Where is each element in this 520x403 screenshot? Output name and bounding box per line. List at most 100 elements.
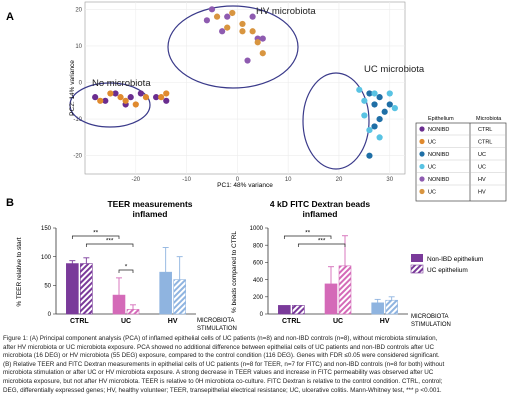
pca-point: [117, 94, 124, 101]
data-bar: [324, 283, 338, 315]
y-tick-label: 800: [253, 243, 264, 249]
teer-axes: 0 50 100 150 CTRL UC HV: [41, 226, 196, 325]
data-bar: [338, 265, 352, 315]
pca-point: [366, 126, 373, 134]
teer-significance: ******: [71, 230, 134, 273]
pca-point: [249, 28, 256, 35]
pca-point: [366, 90, 373, 97]
teer-bars: [66, 247, 186, 315]
legend-microbiota-text: HV: [478, 177, 486, 183]
caption-line: after HV microbiota or UC microbiota exp…: [3, 343, 435, 351]
pca-plot: -20 -10 0 10 20 30 -20 -10 0 10 20 No microbiota H…: [69, 1, 425, 189]
pca-point: [219, 28, 226, 35]
caption-line: DEG, differentially expressed genes; HV,…: [3, 386, 442, 394]
pca-point: [122, 97, 129, 104]
legend-label-uc: UC epithelium: [427, 267, 468, 274]
pca-point: [391, 105, 398, 112]
pca-point: [137, 90, 144, 97]
y-tick-label: 50: [44, 284, 51, 290]
data-bar: [173, 279, 186, 315]
data-bar: [292, 305, 305, 315]
pca-point: [163, 97, 170, 104]
pca-point: [213, 13, 221, 20]
legend-header-epithelium: Epithelium: [428, 116, 454, 122]
teer-title-line2: inflamed: [133, 209, 168, 219]
panel-a-letter: A: [6, 11, 14, 23]
teer-footer-stimulation: STIMULATION: [197, 326, 237, 332]
pca-y-tick-label: 20: [75, 7, 82, 13]
legend-epithelium-text: UC: [428, 165, 436, 171]
caption-line: (B) Relative TEER and FITC Dextran measu…: [3, 360, 445, 368]
data-bar: [385, 299, 398, 315]
legend-swatch-uc: [410, 264, 424, 274]
x-category-label: HV: [380, 318, 390, 325]
caption-line: microbiota (16 DEG) or HV microbiota (55…: [3, 352, 440, 360]
fitc-y-axis-label: % beads compared to CTRL: [231, 231, 238, 313]
significance-bracket: [283, 235, 332, 239]
pca-point: [371, 90, 378, 97]
cluster-label-uc-microbiota: UC microbiota: [364, 64, 425, 75]
pca-point: [259, 50, 266, 57]
legend-microbiota-text: CTRL: [478, 127, 492, 133]
legend-color-dot: [419, 138, 425, 145]
significance-bracket: [71, 235, 120, 239]
pca-point: [229, 9, 236, 17]
y-tick-label: 150: [41, 226, 52, 232]
pca-y-tick-label: 10: [75, 44, 82, 50]
pca-x-tick-label: 0: [236, 177, 240, 183]
pca-x-tick-label: 10: [285, 177, 292, 183]
fitc-bars: [278, 235, 398, 315]
pca-point: [356, 86, 363, 93]
pca-point: [361, 97, 368, 104]
pca-point: [127, 94, 134, 101]
legend-header-microbiota: Microbiota: [476, 116, 502, 122]
legend-microbiota-text: UC: [478, 152, 486, 158]
x-category-label: UC: [121, 318, 131, 325]
pca-point: [386, 90, 393, 97]
pca-point: [153, 94, 160, 101]
pca-point: [239, 28, 246, 35]
pca-point: [386, 101, 393, 108]
data-bar: [112, 294, 126, 315]
pca-point: [361, 112, 368, 119]
y-tick-label: 600: [253, 261, 264, 267]
pca-x-tick-label: 30: [386, 177, 393, 183]
pca-point: [376, 94, 383, 101]
pca-point: [244, 57, 251, 64]
pca-ticks: -20 -10 0 10 20 30 -20 -10 0 10 20: [73, 7, 393, 183]
pca-point: [107, 90, 114, 97]
pca-point: [97, 97, 104, 104]
significance-stars: ***: [318, 238, 326, 245]
significance-bracket: [85, 243, 134, 247]
pca-x-axis-label: PC1: 48% variance: [217, 182, 273, 189]
pca-x-tick-label: -20: [131, 177, 140, 183]
pca-x-tick-label: -10: [182, 177, 191, 183]
pca-point: [254, 39, 261, 46]
legend-color-dot: [419, 176, 425, 182]
teer-y-axis-label: % TEER relative to start: [16, 237, 23, 306]
significance-stars: **: [305, 230, 311, 237]
bar-legend: Non-IBD epithelium UC epithelium: [410, 254, 483, 274]
significance-bracket: [297, 243, 346, 247]
pca-point: [371, 101, 378, 108]
fitc-chart: 4 kD FITC Dextran beads inflamed % beads…: [231, 199, 451, 328]
data-bar: [371, 302, 384, 315]
pca-point: [376, 134, 383, 141]
legend-color-dot: [419, 163, 425, 170]
legend-microbiota-text: CTRL: [478, 140, 492, 146]
cluster-label-hv-microbiota: HV microbiota: [256, 6, 316, 17]
x-category-label: CTRL: [70, 318, 89, 325]
y-tick-label: 0: [260, 312, 264, 318]
legend-label-nonibd: Non-IBD epithelium: [427, 256, 483, 263]
pca-point: [102, 97, 109, 104]
legend-table-border: [415, 122, 507, 202]
figure-caption: Figure 1: (A) Principal component analys…: [3, 335, 517, 395]
pca-y-tick-label: -20: [73, 154, 82, 160]
x-category-label: UC: [333, 318, 343, 325]
y-tick-label: 1000: [250, 226, 264, 232]
cluster-label-no-microbiota: No microbiota: [92, 78, 151, 89]
pca-point: [376, 116, 383, 123]
pca-point: [249, 13, 256, 20]
